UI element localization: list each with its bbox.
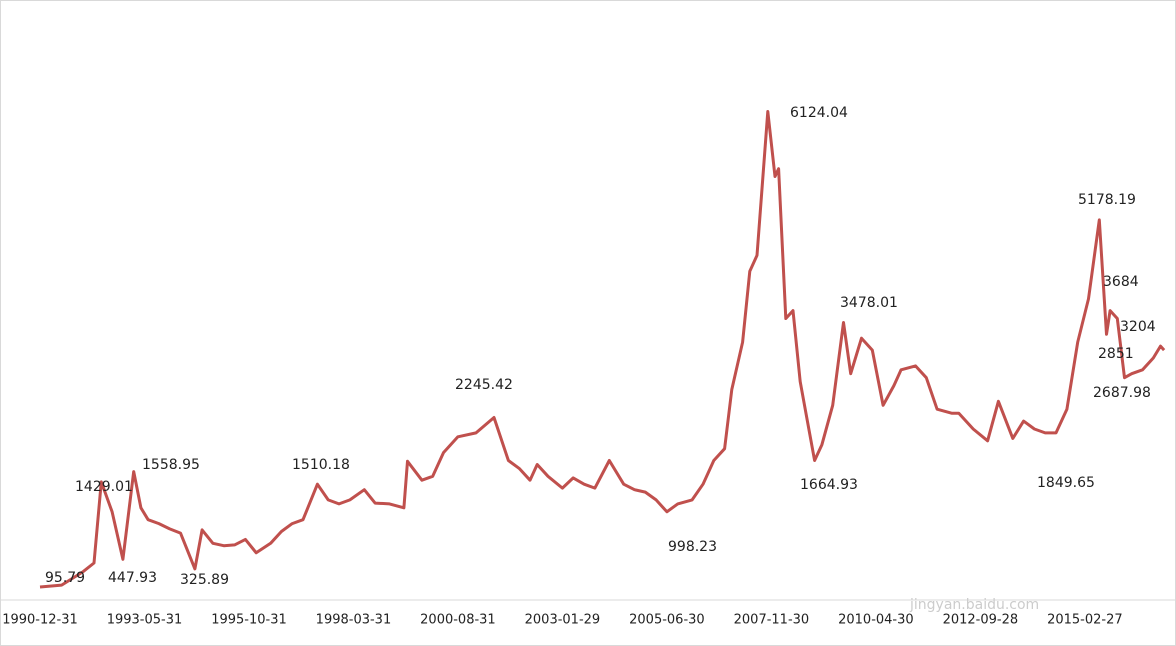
x-tick-label: 2010-04-30	[838, 613, 914, 628]
annotation: 2687.98	[1093, 385, 1151, 401]
annotation: 1558.95	[142, 457, 200, 473]
annotation: 3204	[1120, 319, 1156, 335]
annotation: 3478.01	[840, 295, 898, 311]
annotation: 6124.04	[790, 105, 848, 121]
watermark: jingyan.baidu.com	[909, 597, 1039, 613]
annotation: 1849.65	[1037, 475, 1095, 491]
annotation: 1429.01	[75, 479, 133, 495]
series-line	[39, 110, 1166, 589]
annotation: 1664.93	[800, 477, 858, 493]
annotation: 1510.18	[292, 457, 350, 473]
x-tick-label: 2000-08-31	[420, 613, 496, 628]
annotation: 447.93	[108, 570, 157, 586]
x-tick-label: 1993-05-31	[107, 613, 183, 628]
x-tick-label: 2007-11-30	[734, 613, 810, 628]
annotation: 95.79	[45, 570, 85, 586]
x-tick-label: 2003-01-29	[525, 613, 601, 628]
x-tick-label: 1995-10-31	[211, 613, 287, 628]
x-tick-label: 1998-03-31	[316, 613, 392, 628]
annotation: 2851	[1098, 346, 1134, 362]
annotation: 2245.42	[455, 377, 513, 393]
annotation: 998.23	[668, 539, 717, 555]
x-tick-label: 2012-09-28	[943, 613, 1019, 628]
x-tick-label: 1990-12-31	[2, 613, 78, 628]
x-tick-label: 2005-06-30	[629, 613, 705, 628]
annotation: 3684	[1103, 274, 1139, 290]
annotation: 325.89	[180, 572, 229, 588]
annotation: 5178.19	[1078, 192, 1136, 208]
x-tick-label: 2015-02-27	[1047, 613, 1123, 628]
